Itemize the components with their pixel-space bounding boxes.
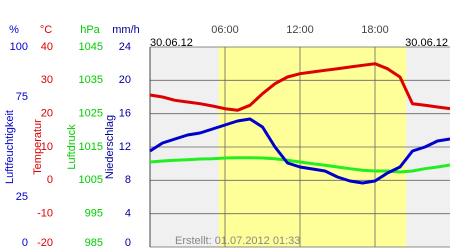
axis-unit: mm/h — [112, 24, 140, 36]
y-tick-label: 40 — [41, 41, 53, 53]
footer: Erstellt: 01.07.2012 01:33 — [175, 235, 300, 247]
axis-title: Luftdruck — [66, 124, 78, 170]
axis-unit: °C — [40, 24, 52, 36]
y-tick-label: 1035 — [79, 74, 103, 86]
y-tick-label: 1005 — [79, 174, 103, 186]
y-tick-label: 20 — [41, 108, 53, 120]
plot-layer — [149, 46, 450, 248]
y-tick-label: -20 — [37, 237, 53, 249]
y-tick-label: 8 — [125, 174, 131, 186]
series-line — [149, 156, 450, 174]
y-tick-label: 4 — [125, 208, 131, 220]
axis-title: Luftfeuchtigkeit — [4, 110, 16, 184]
y-tick-label: 985 — [85, 237, 103, 249]
y-tick-label: 100 — [10, 41, 28, 53]
x-tick-label: 18:00 — [361, 24, 389, 36]
y-tick-label: 10 — [41, 141, 53, 153]
series-line — [149, 117, 450, 185]
series-line — [149, 62, 450, 112]
y-tick-label: 16 — [119, 108, 131, 120]
y-tick-label: 1015 — [79, 141, 103, 153]
y-tick-label: 25 — [16, 191, 28, 203]
y-tick-label: 24 — [119, 41, 131, 53]
y-tick-label: 0 — [125, 237, 131, 249]
y-tick-label: 20 — [119, 74, 131, 86]
y-tick-label: 1045 — [79, 41, 103, 53]
y-tick-label: 30 — [41, 74, 53, 86]
axis-unit: % — [9, 24, 19, 36]
y-tick-label: 995 — [85, 208, 103, 220]
y-tick-label: 75 — [16, 91, 28, 103]
axis-unit: hPa — [80, 24, 100, 36]
x-tick-label: 12:00 — [286, 24, 314, 36]
date-left: 30.06.12 — [150, 37, 193, 49]
y-tick-label: -10 — [37, 208, 53, 220]
axis-title: Niederschlag — [104, 115, 116, 179]
y-tick-label: 12 — [119, 141, 131, 153]
x-tick-label: 06:00 — [211, 24, 239, 36]
y-tick-label: 0 — [47, 174, 53, 186]
y-tick-label: 0 — [22, 237, 28, 249]
date-right: 30.06.12 — [405, 37, 448, 49]
y-tick-label: 1025 — [79, 108, 103, 120]
axis-title: Temperatur — [32, 119, 44, 175]
